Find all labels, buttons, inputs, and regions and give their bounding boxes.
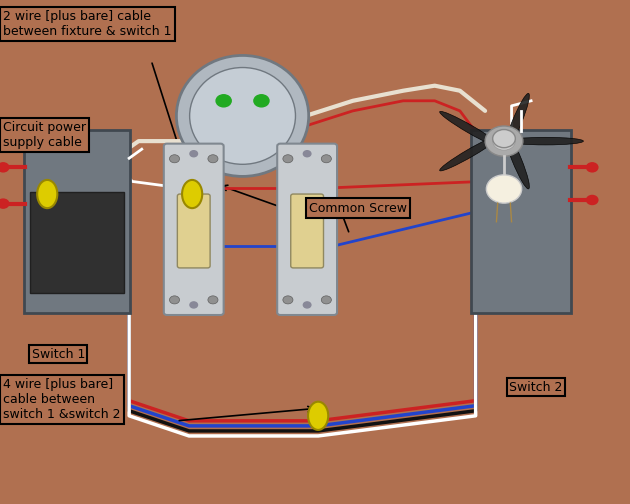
Circle shape — [485, 126, 523, 156]
Circle shape — [283, 296, 293, 304]
Circle shape — [283, 155, 293, 163]
FancyBboxPatch shape — [291, 194, 324, 268]
FancyBboxPatch shape — [277, 144, 337, 315]
Ellipse shape — [182, 180, 202, 208]
Circle shape — [0, 199, 9, 208]
Text: Circuit power
supply cable: Circuit power supply cable — [3, 121, 86, 149]
Circle shape — [321, 155, 331, 163]
Circle shape — [169, 296, 180, 304]
Circle shape — [493, 132, 515, 150]
FancyBboxPatch shape — [30, 192, 124, 293]
Circle shape — [304, 151, 311, 157]
Circle shape — [190, 151, 198, 157]
Circle shape — [321, 296, 331, 304]
Ellipse shape — [37, 180, 57, 208]
FancyBboxPatch shape — [471, 130, 571, 313]
Circle shape — [254, 95, 269, 107]
Circle shape — [493, 130, 515, 148]
FancyBboxPatch shape — [178, 194, 210, 268]
Text: 4 wire [plus bare]
cable between
switch 1 &switch 2: 4 wire [plus bare] cable between switch … — [3, 378, 121, 421]
Circle shape — [0, 163, 9, 172]
Text: Switch 2: Switch 2 — [509, 381, 563, 394]
Text: Switch 1: Switch 1 — [32, 348, 85, 361]
Ellipse shape — [505, 132, 529, 189]
Circle shape — [169, 155, 180, 163]
Ellipse shape — [440, 135, 501, 171]
Circle shape — [587, 163, 598, 172]
Circle shape — [587, 196, 598, 205]
Ellipse shape — [190, 68, 295, 164]
Circle shape — [208, 296, 218, 304]
Circle shape — [190, 302, 198, 308]
Text: Common Screw: Common Screw — [309, 202, 407, 215]
Ellipse shape — [440, 111, 501, 148]
Ellipse shape — [308, 402, 328, 430]
Text: 2 wire [plus bare] cable
between fixture & switch 1: 2 wire [plus bare] cable between fixture… — [3, 10, 171, 38]
Circle shape — [216, 95, 231, 107]
Circle shape — [486, 175, 522, 203]
FancyBboxPatch shape — [24, 130, 130, 313]
Circle shape — [304, 302, 311, 308]
FancyBboxPatch shape — [164, 144, 224, 315]
Ellipse shape — [176, 55, 309, 176]
Ellipse shape — [508, 138, 583, 145]
Ellipse shape — [505, 93, 529, 151]
Circle shape — [208, 155, 218, 163]
